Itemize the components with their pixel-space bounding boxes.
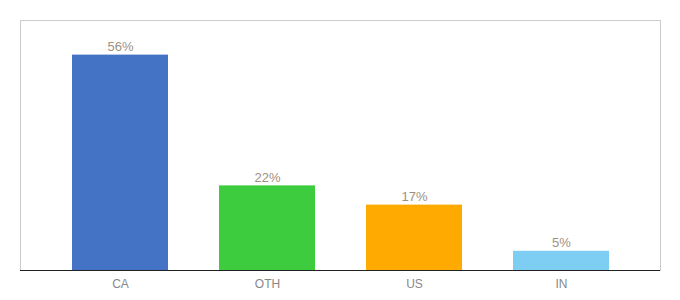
svg-text:US: US [406, 277, 423, 291]
svg-text:OTH: OTH [255, 277, 280, 291]
svg-text:5%: 5% [552, 235, 571, 250]
svg-text:IN: IN [556, 277, 568, 291]
svg-text:17%: 17% [401, 189, 427, 204]
svg-text:56%: 56% [107, 39, 133, 54]
svg-text:CA: CA [112, 277, 129, 291]
svg-text:22%: 22% [254, 170, 280, 185]
